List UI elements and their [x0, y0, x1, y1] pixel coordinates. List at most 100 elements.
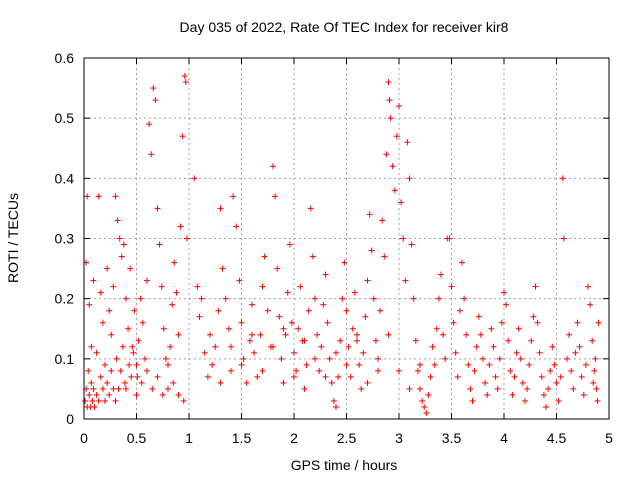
- data-point: [488, 325, 495, 332]
- data-point: [354, 337, 360, 344]
- data-point: [507, 367, 514, 374]
- data-point: [519, 379, 526, 386]
- y-tick-label: 0: [66, 411, 74, 427]
- data-point: [330, 397, 337, 404]
- data-point: [156, 241, 163, 248]
- data-point: [459, 259, 465, 266]
- data-point: [594, 397, 601, 404]
- data-point: [128, 373, 135, 380]
- data-point: [387, 115, 394, 122]
- data-point: [389, 163, 396, 170]
- data-point: [473, 343, 480, 350]
- data-point: [590, 379, 597, 386]
- data-point: [134, 373, 141, 380]
- data-point: [207, 331, 213, 338]
- data-point: [286, 241, 293, 248]
- data-point: [536, 349, 543, 356]
- data-point: [170, 379, 177, 386]
- data-point: [113, 355, 120, 362]
- data-point: [364, 379, 371, 386]
- data-point: [322, 373, 329, 380]
- data-point: [425, 391, 432, 398]
- data-point: [158, 283, 165, 290]
- data-point: [236, 277, 243, 284]
- data-point: [254, 373, 261, 380]
- data-point: [194, 283, 201, 290]
- x-tick-label: 5: [605, 430, 613, 446]
- data-point: [490, 343, 497, 350]
- data-point: [139, 319, 146, 326]
- data-point: [406, 175, 413, 182]
- data-point: [358, 385, 365, 392]
- data-point: [201, 349, 208, 356]
- data-point: [337, 337, 344, 344]
- data-point: [114, 217, 121, 224]
- data-point: [522, 397, 528, 404]
- y-tick-label: 0.2: [55, 291, 75, 307]
- data-point: [324, 319, 331, 326]
- data-point: [251, 349, 258, 356]
- data-point: [108, 331, 115, 338]
- data-point: [446, 235, 453, 242]
- data-point: [148, 151, 155, 158]
- data-point: [368, 247, 375, 254]
- data-point: [173, 289, 180, 296]
- data-point: [366, 211, 373, 218]
- data-point: [421, 403, 428, 410]
- data-point: [593, 385, 600, 392]
- data-point: [349, 325, 356, 332]
- data-point: [198, 295, 205, 302]
- data-point: [104, 379, 111, 386]
- data-point: [316, 367, 323, 374]
- data-point: [91, 403, 98, 410]
- y-tick-labels: 0 0.1 0.2 0.3 0.4 0.5 0.6: [55, 50, 75, 427]
- data-point: [162, 355, 169, 362]
- data-point: [314, 331, 321, 338]
- data-point: [86, 301, 93, 308]
- data-point: [335, 373, 342, 380]
- data-point: [312, 355, 318, 362]
- data-point: [417, 361, 423, 368]
- data-point: [515, 325, 522, 332]
- data-point: [351, 289, 358, 296]
- data-point: [379, 217, 386, 224]
- data-point: [402, 277, 409, 284]
- data-point: [560, 235, 567, 242]
- x-tick-label: 3: [395, 430, 403, 446]
- data-point: [217, 379, 224, 386]
- data-point: [238, 319, 245, 326]
- data-point: [282, 331, 289, 338]
- data-point: [417, 385, 423, 392]
- data-point: [580, 391, 587, 398]
- data-point: [129, 343, 136, 350]
- data-point: [222, 295, 229, 302]
- data-point: [249, 331, 255, 338]
- data-points: [82, 73, 602, 416]
- data-point: [284, 289, 291, 296]
- data-point: [454, 373, 461, 380]
- data-point: [179, 133, 186, 140]
- data-point: [566, 331, 573, 338]
- data-point: [144, 367, 150, 374]
- data-point: [106, 307, 113, 314]
- x-tick-label: 2: [290, 430, 298, 446]
- data-point: [477, 331, 484, 338]
- data-point: [261, 253, 268, 260]
- data-point: [175, 391, 182, 398]
- data-point: [400, 235, 407, 242]
- data-point: [259, 283, 266, 290]
- data-point: [133, 361, 140, 368]
- data-point: [404, 139, 411, 146]
- data-point: [526, 361, 533, 368]
- data-point: [102, 361, 108, 368]
- data-point: [116, 235, 123, 242]
- data-point: [356, 361, 363, 368]
- data-point: [364, 277, 371, 284]
- data-point: [543, 403, 549, 410]
- data-point: [442, 355, 449, 362]
- data-point: [154, 205, 161, 212]
- data-point: [511, 373, 518, 380]
- data-point: [475, 313, 482, 320]
- data-point: [154, 373, 161, 380]
